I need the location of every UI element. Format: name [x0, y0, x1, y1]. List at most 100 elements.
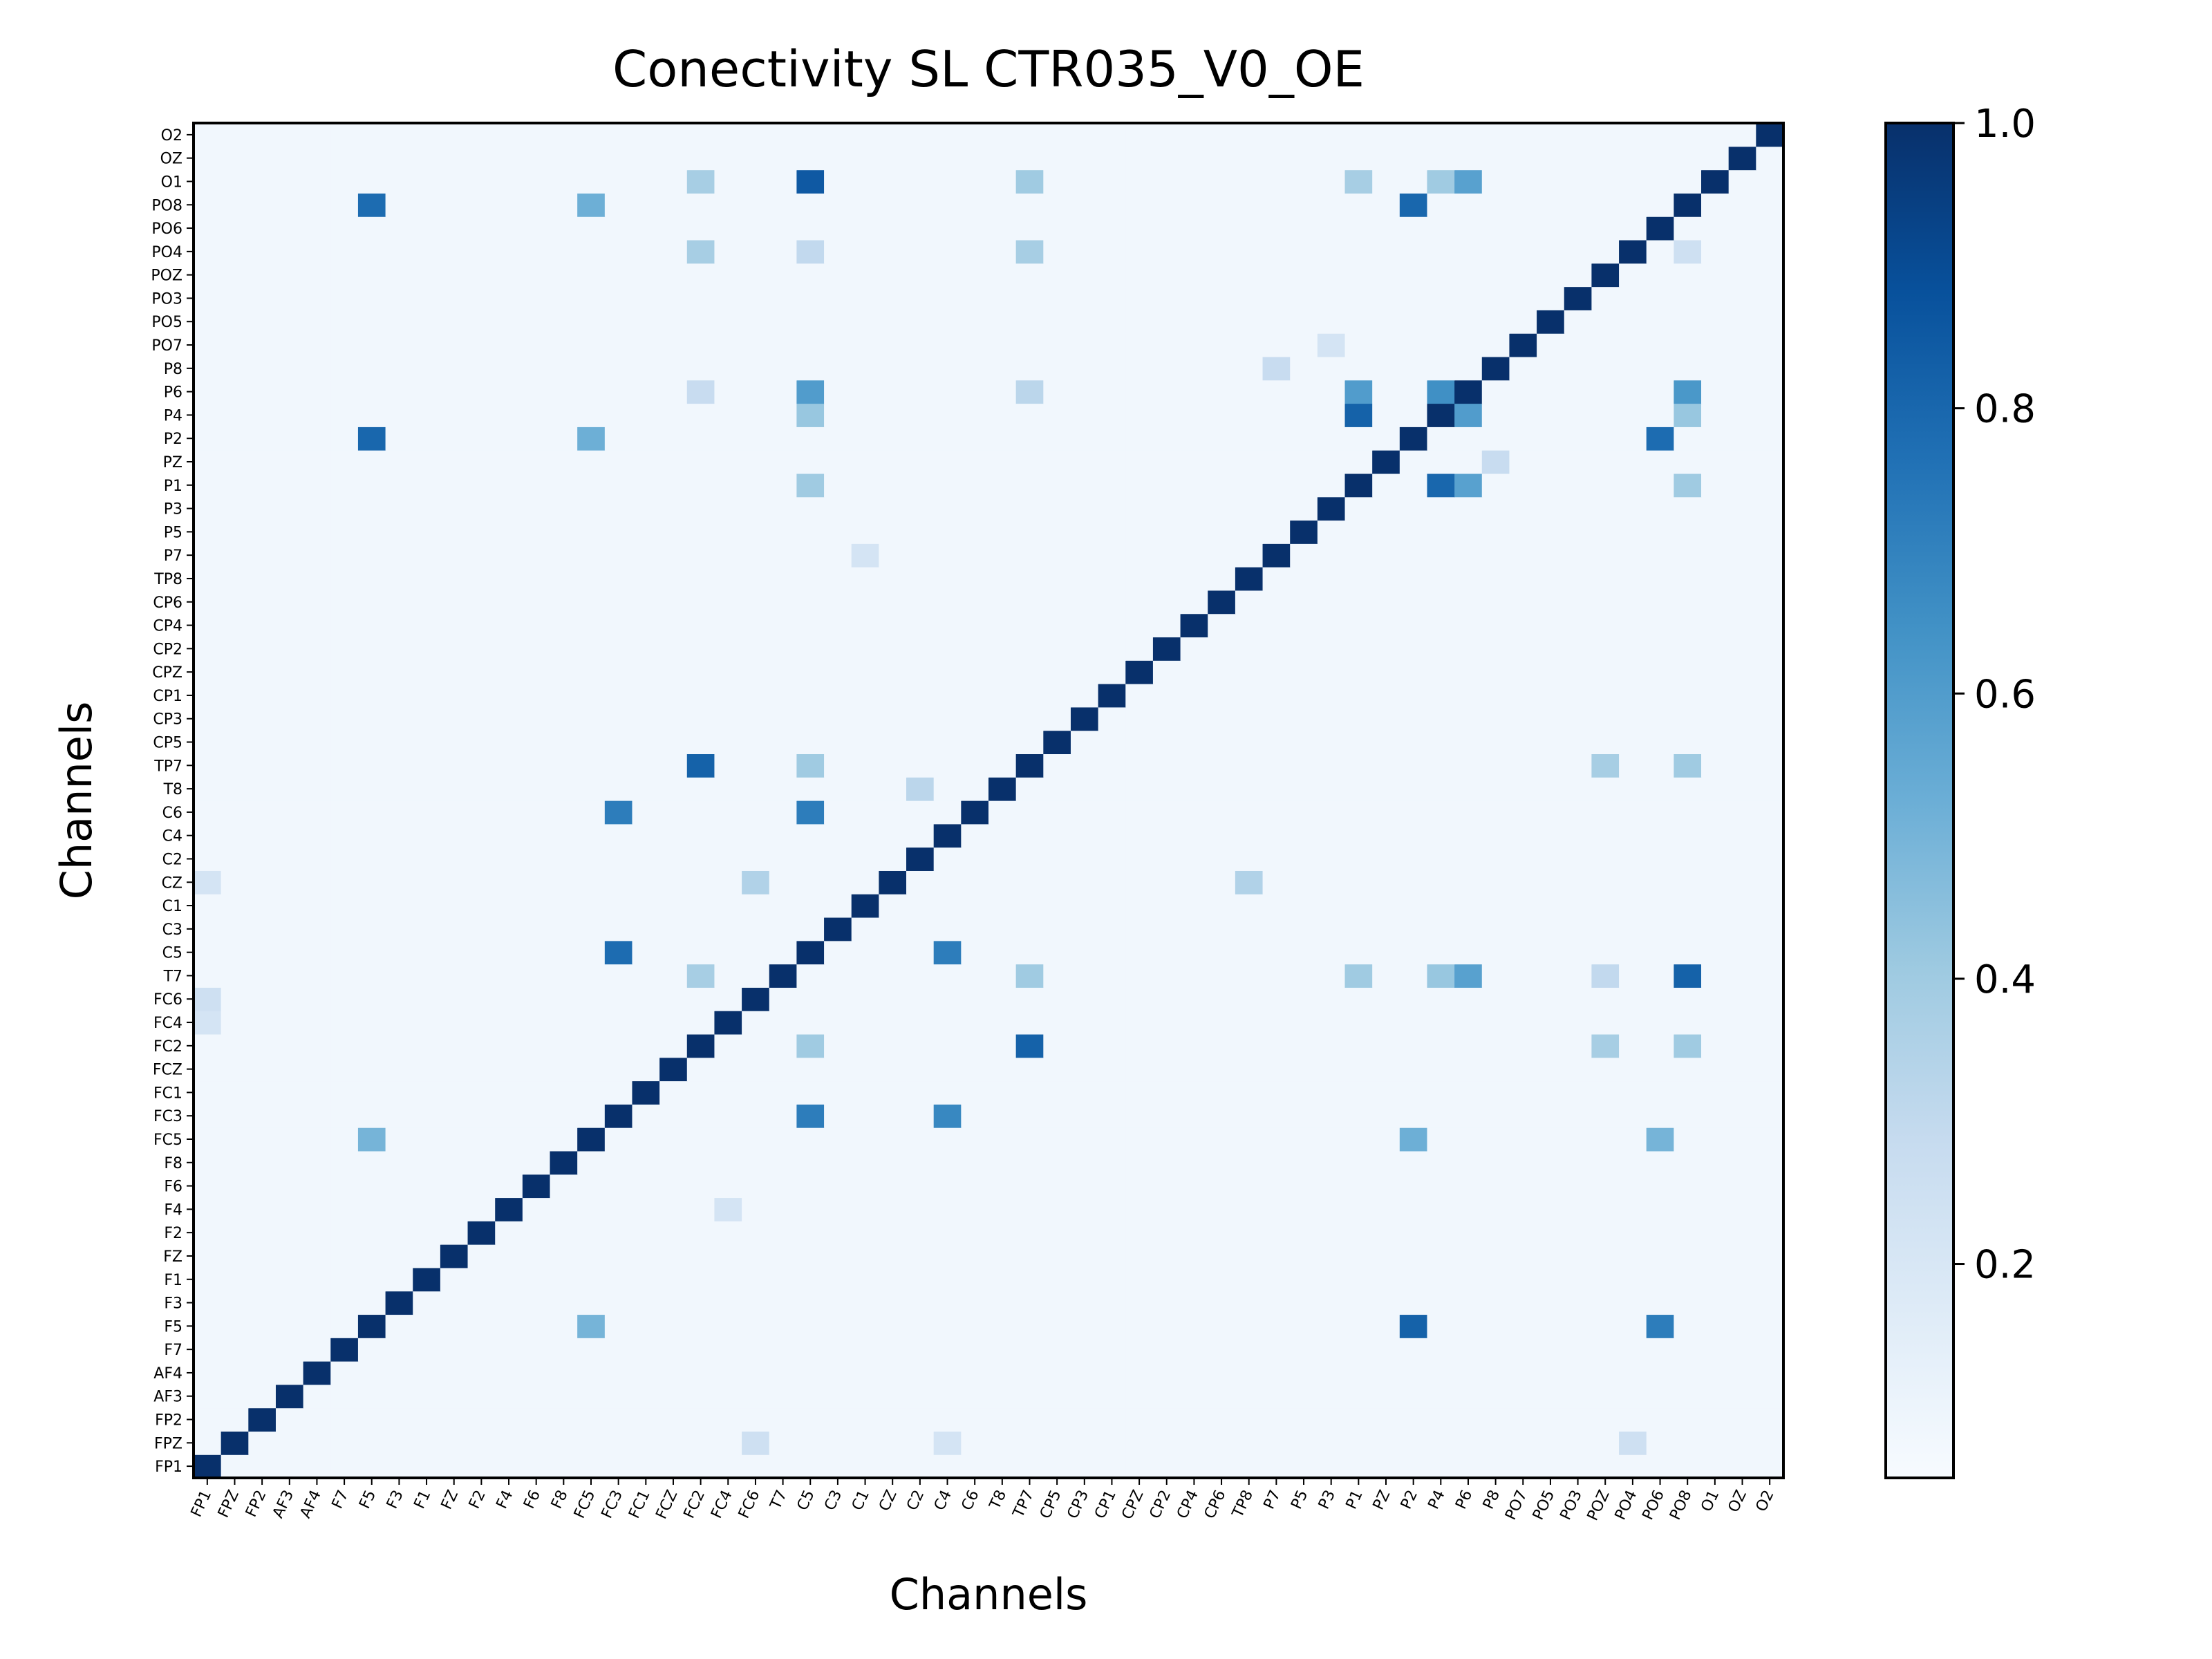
heatmap-cell [1454, 310, 1483, 334]
heatmap-cell [1125, 613, 1154, 638]
heatmap-cell [1728, 1291, 1756, 1315]
heatmap-cell [1537, 987, 1565, 1011]
heatmap-cell [1070, 169, 1099, 194]
heatmap-cell [988, 1338, 1017, 1362]
heatmap-cell [1619, 473, 1647, 498]
heatmap-cell [1481, 1454, 1510, 1479]
heatmap-cell [1015, 169, 1044, 194]
heatmap-cell [796, 753, 825, 778]
heatmap-cell [1043, 706, 1071, 731]
heatmap-cell [961, 917, 989, 941]
heatmap-cell [604, 706, 633, 731]
heatmap-cell [1152, 823, 1181, 848]
heatmap-cell [1509, 1431, 1537, 1455]
heatmap-cell [1290, 216, 1318, 241]
heatmap-cell [1619, 356, 1647, 381]
heatmap-cell [1591, 1197, 1620, 1221]
heatmap-cell [1646, 1033, 1674, 1058]
heatmap-cell [1098, 590, 1126, 615]
heatmap-cell [1619, 590, 1647, 615]
heatmap-cell [550, 286, 578, 310]
heatmap-cell [385, 660, 413, 684]
heatmap-cell [1317, 286, 1346, 310]
heatmap-cell [1564, 777, 1593, 801]
heatmap-cell [194, 730, 222, 755]
heatmap-cell [879, 660, 907, 684]
heatmap-cell [522, 964, 551, 988]
heatmap-cell [1701, 1080, 1730, 1105]
heatmap-cell [1674, 1267, 1702, 1292]
heatmap-cell [1564, 870, 1593, 894]
heatmap-cell [1290, 310, 1318, 334]
heatmap-cell [632, 1291, 660, 1315]
y-tick-label: FC6 [153, 991, 182, 1009]
heatmap-cell [742, 847, 770, 871]
heatmap-cell [879, 567, 907, 591]
heatmap-cell [330, 169, 359, 194]
y-tick-label: C4 [162, 828, 182, 845]
heatmap-cell [961, 193, 989, 217]
heatmap-cell [440, 1033, 469, 1058]
heatmap-cell [522, 1407, 551, 1432]
heatmap-cell [467, 1267, 496, 1292]
heatmap-cell [742, 590, 770, 615]
y-tick-label: F5 [164, 1318, 182, 1335]
heatmap-cell [1399, 379, 1428, 404]
heatmap-cell [1235, 543, 1264, 568]
heatmap-cell [522, 193, 551, 217]
heatmap-cell [248, 1384, 276, 1409]
heatmap-cell [330, 1291, 359, 1315]
heatmap-cell [440, 637, 469, 661]
heatmap-cell [988, 777, 1017, 801]
heatmap-cell [1481, 590, 1510, 615]
heatmap-cell [1509, 987, 1537, 1011]
heatmap-cell [1537, 427, 1565, 451]
heatmap-cell [659, 379, 688, 404]
heatmap-cell [686, 193, 715, 217]
heatmap-cell [467, 847, 496, 871]
heatmap-cell [248, 637, 276, 661]
heatmap-cell [1454, 473, 1483, 498]
heatmap-cell [1674, 567, 1702, 591]
heatmap-cell [906, 823, 935, 848]
heatmap-cell [851, 1267, 879, 1292]
heatmap-cell [1180, 706, 1208, 731]
heatmap-cell [1399, 1221, 1428, 1245]
heatmap-cell [961, 239, 989, 264]
heatmap-cell [1043, 1080, 1071, 1105]
heatmap-cell [1399, 987, 1428, 1011]
heatmap-cell [1701, 146, 1730, 171]
heatmap-cell [357, 1407, 386, 1432]
heatmap-cell [851, 684, 879, 708]
heatmap-cell [632, 1338, 660, 1362]
heatmap-cell [1619, 660, 1647, 684]
heatmap-cell [1537, 123, 1565, 147]
x-tick-label: FPZ [215, 1488, 243, 1521]
heatmap-cell [686, 870, 715, 894]
heatmap-cell [303, 567, 331, 591]
heatmap-cell [796, 427, 825, 451]
heatmap-cell [1619, 333, 1647, 357]
heatmap-cell [357, 146, 386, 171]
heatmap-cell [988, 894, 1017, 918]
y-tick-label: CP1 [153, 688, 182, 705]
heatmap-cell [1509, 964, 1537, 988]
heatmap-cell [194, 567, 222, 591]
heatmap-cell [742, 286, 770, 310]
heatmap-cell [1180, 473, 1208, 498]
heatmap-cell [1537, 637, 1565, 661]
heatmap-cell [1043, 1150, 1071, 1175]
heatmap-cell [1509, 193, 1537, 217]
heatmap-cell [330, 660, 359, 684]
heatmap-cell [1646, 193, 1674, 217]
heatmap-cell [933, 706, 962, 731]
heatmap-cell [1070, 1267, 1099, 1292]
heatmap-cell [550, 403, 578, 427]
heatmap-cell [742, 1011, 770, 1035]
heatmap-cell [879, 823, 907, 848]
heatmap-cell [851, 613, 879, 638]
heatmap-cell [988, 567, 1017, 591]
heatmap-cell [577, 1314, 606, 1338]
heatmap-cell [1098, 1104, 1126, 1128]
heatmap-cell [1728, 1174, 1756, 1199]
